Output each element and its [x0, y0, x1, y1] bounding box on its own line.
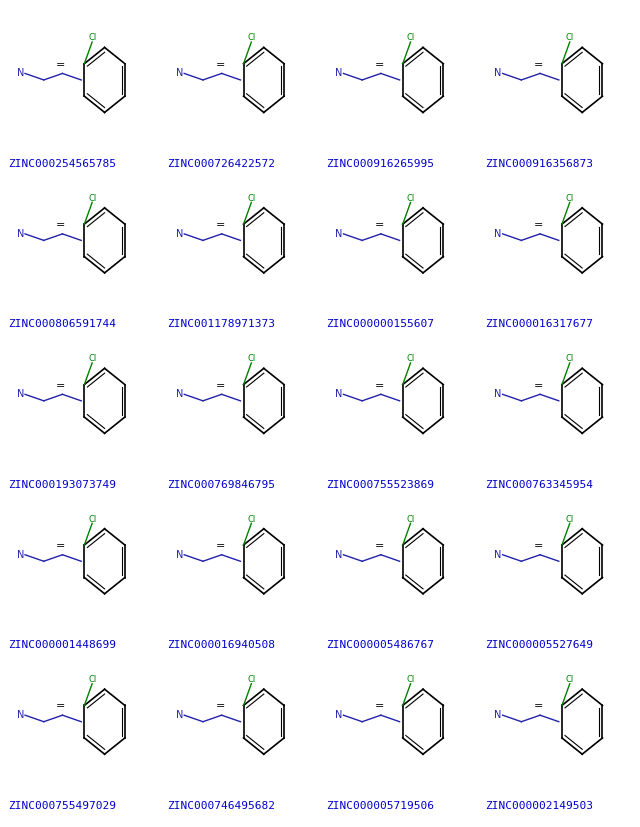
Text: ZINC000005719506: ZINC000005719506 [326, 801, 435, 810]
Text: ZINC000746495682: ZINC000746495682 [167, 801, 275, 810]
Text: N: N [494, 390, 502, 399]
Text: =: = [374, 541, 384, 551]
Text: =: = [56, 541, 66, 551]
Text: =: = [56, 220, 66, 230]
Text: ZINC000726422572: ZINC000726422572 [167, 159, 275, 169]
Text: N: N [335, 229, 342, 239]
Text: =: = [216, 701, 225, 711]
Text: N: N [335, 710, 342, 720]
Text: =: = [374, 380, 384, 390]
Text: Cl: Cl [88, 354, 96, 363]
Text: ZINC001178971373: ZINC001178971373 [167, 319, 275, 329]
Text: ZINC000005527649: ZINC000005527649 [486, 640, 593, 650]
Text: =: = [374, 60, 384, 69]
Text: ZINC000755523869: ZINC000755523869 [326, 480, 435, 490]
Text: ZINC000000155607: ZINC000000155607 [326, 319, 435, 329]
Text: ZINC000002149503: ZINC000002149503 [486, 801, 593, 810]
Text: =: = [374, 220, 384, 230]
Text: ZINC000254565785: ZINC000254565785 [8, 159, 116, 169]
Text: ZINC000755497029: ZINC000755497029 [8, 801, 116, 810]
Text: N: N [494, 229, 502, 239]
Text: Cl: Cl [247, 675, 255, 684]
Text: Cl: Cl [406, 675, 415, 684]
Text: Cl: Cl [406, 194, 415, 203]
Text: Cl: Cl [566, 675, 574, 684]
Text: =: = [56, 380, 66, 390]
Text: =: = [374, 701, 384, 711]
Text: Cl: Cl [247, 33, 255, 42]
Text: =: = [216, 541, 225, 551]
Text: N: N [494, 550, 502, 560]
Text: ZINC000016940508: ZINC000016940508 [167, 640, 275, 650]
Text: =: = [534, 380, 543, 390]
Text: ZINC000193073749: ZINC000193073749 [8, 480, 116, 490]
Text: Cl: Cl [247, 514, 255, 523]
Text: ZINC000016317677: ZINC000016317677 [486, 319, 593, 329]
Text: Cl: Cl [406, 33, 415, 42]
Text: N: N [335, 69, 342, 79]
Text: N: N [494, 69, 502, 79]
Text: =: = [534, 220, 543, 230]
Text: =: = [534, 541, 543, 551]
Text: N: N [176, 710, 183, 720]
Text: Cl: Cl [247, 194, 255, 203]
Text: Cl: Cl [88, 33, 96, 42]
Text: N: N [335, 550, 342, 560]
Text: ZINC000001448699: ZINC000001448699 [8, 640, 116, 650]
Text: N: N [17, 229, 24, 239]
Text: N: N [17, 550, 24, 560]
Text: =: = [56, 60, 66, 69]
Text: Cl: Cl [566, 354, 574, 363]
Text: =: = [534, 701, 543, 711]
Text: N: N [176, 550, 183, 560]
Text: =: = [216, 220, 225, 230]
Text: N: N [17, 69, 24, 79]
Text: Cl: Cl [566, 33, 574, 42]
Text: ZINC000806591744: ZINC000806591744 [8, 319, 116, 329]
Text: N: N [176, 390, 183, 399]
Text: =: = [56, 701, 66, 711]
Text: Cl: Cl [88, 675, 96, 684]
Text: N: N [176, 69, 183, 79]
Text: Cl: Cl [247, 354, 255, 363]
Text: =: = [216, 380, 225, 390]
Text: N: N [17, 390, 24, 399]
Text: ZINC000916356873: ZINC000916356873 [486, 159, 593, 169]
Text: N: N [176, 229, 183, 239]
Text: ZINC000769846795: ZINC000769846795 [167, 480, 275, 490]
Text: =: = [216, 60, 225, 69]
Text: N: N [17, 710, 24, 720]
Text: Cl: Cl [566, 194, 574, 203]
Text: Cl: Cl [88, 514, 96, 523]
Text: ZINC000916265995: ZINC000916265995 [326, 159, 435, 169]
Text: Cl: Cl [406, 514, 415, 523]
Text: =: = [534, 60, 543, 69]
Text: ZINC000005486767: ZINC000005486767 [326, 640, 435, 650]
Text: N: N [335, 390, 342, 399]
Text: N: N [494, 710, 502, 720]
Text: Cl: Cl [88, 194, 96, 203]
Text: ZINC000763345954: ZINC000763345954 [486, 480, 593, 490]
Text: Cl: Cl [406, 354, 415, 363]
Text: Cl: Cl [566, 514, 574, 523]
